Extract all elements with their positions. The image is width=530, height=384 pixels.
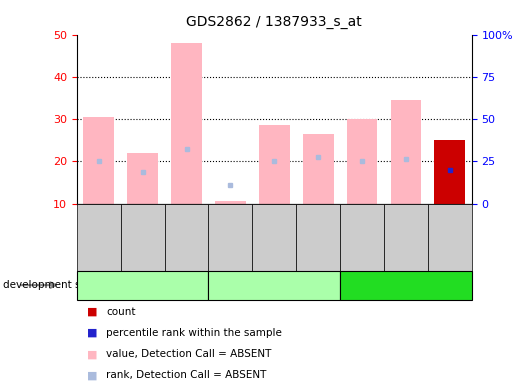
Text: later puberty: later puberty <box>369 280 443 290</box>
Bar <box>127 153 158 204</box>
Text: GSM206014: GSM206014 <box>357 208 367 266</box>
Text: GSM206008: GSM206008 <box>94 208 104 266</box>
Title: GDS2862 / 1387933_s_at: GDS2862 / 1387933_s_at <box>187 15 362 29</box>
Bar <box>215 201 246 204</box>
Text: ■: ■ <box>87 307 98 317</box>
Text: count: count <box>106 307 136 317</box>
Text: ■: ■ <box>87 349 98 359</box>
Bar <box>83 117 114 204</box>
Bar <box>435 140 465 204</box>
Bar <box>391 100 421 204</box>
Text: rank, Detection Call = ABSENT: rank, Detection Call = ABSENT <box>106 370 267 381</box>
Text: development stage: development stage <box>3 280 104 290</box>
Text: GSM206015: GSM206015 <box>401 208 411 266</box>
Text: juvenile: juvenile <box>121 280 165 290</box>
Bar <box>303 134 333 204</box>
Text: GSM206012: GSM206012 <box>269 208 279 266</box>
Text: GSM206016: GSM206016 <box>445 208 455 266</box>
Text: ■: ■ <box>87 328 98 338</box>
Text: ■: ■ <box>87 370 98 381</box>
Text: GSM206010: GSM206010 <box>182 208 191 266</box>
Bar <box>171 43 202 204</box>
Text: early puberty: early puberty <box>237 280 312 290</box>
Text: GSM206009: GSM206009 <box>138 208 148 266</box>
Bar <box>259 125 289 204</box>
Bar <box>347 119 377 204</box>
Text: GSM206013: GSM206013 <box>313 208 323 266</box>
Text: value, Detection Call = ABSENT: value, Detection Call = ABSENT <box>106 349 271 359</box>
Text: GSM206011: GSM206011 <box>225 208 235 266</box>
Text: percentile rank within the sample: percentile rank within the sample <box>106 328 282 338</box>
